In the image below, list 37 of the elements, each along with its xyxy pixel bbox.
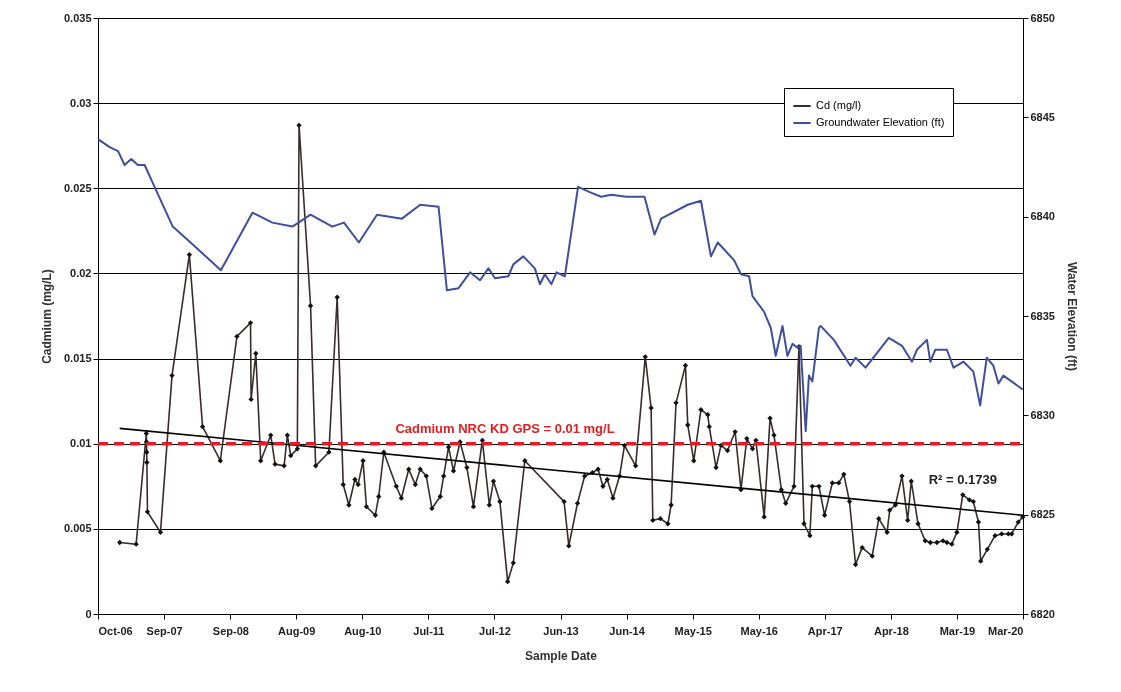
y-tick-label: 0.02 — [70, 266, 92, 279]
x-tick-label: Aug-10 — [344, 624, 382, 637]
y-tick-label: 0.035 — [63, 11, 92, 24]
x-tick-label: Mar-20 — [988, 624, 1024, 637]
x-tick-label: Jul-11 — [413, 624, 445, 637]
x-tick-label: Apr-17 — [807, 624, 843, 637]
x-tick-label: Sep-07 — [146, 624, 183, 637]
x-axis-title: Sample Date — [524, 648, 598, 663]
x-tick-label: Sep-08 — [212, 624, 249, 637]
y-tick-label: 0.01 — [70, 437, 92, 450]
y2-tick-label: 6840 — [1030, 210, 1055, 223]
y-tick-label: 0 — [85, 607, 92, 620]
y2-axis-title: Water Elevation (ft) — [1064, 262, 1079, 371]
legend-label: Cd (mg/l) — [816, 99, 862, 111]
y-tick-label: 0.005 — [63, 522, 92, 535]
x-tick-label: Apr-18 — [873, 624, 909, 637]
y2-tick-label: 6830 — [1030, 408, 1055, 421]
x-tick-label: Jul-12 — [479, 624, 511, 637]
x-tick-label: May-16 — [740, 624, 778, 637]
y-tick-label: 0.015 — [63, 352, 92, 365]
y2-tick-label: 6825 — [1030, 508, 1055, 521]
legend-label: Groundwater Elevation (ft) — [816, 116, 945, 128]
x-tick-label: Jun-14 — [609, 624, 646, 637]
y-axis-title: Cadmium (mg/L) — [39, 269, 54, 364]
x-tick-label: Mar-19 — [939, 624, 976, 637]
y-tick-label: 0.025 — [63, 181, 92, 194]
y2-tick-label: 6845 — [1030, 110, 1055, 123]
annotation: R² = 0.1739 — [928, 471, 998, 487]
y-tick-label: 0.03 — [70, 96, 92, 109]
x-tick-label: Aug-09 — [278, 624, 316, 637]
y2-tick-label: 6850 — [1030, 11, 1055, 24]
x-tick-label: May-15 — [674, 624, 712, 637]
ref-line-label: Cadmium NRC KD GPS = 0.01 mg/L — [395, 420, 615, 436]
x-tick-label: Oct-06 — [98, 624, 133, 637]
x-tick-label: Jun-13 — [543, 624, 579, 637]
y2-tick-label: 6835 — [1030, 309, 1055, 322]
y2-tick-label: 6820 — [1030, 607, 1055, 620]
